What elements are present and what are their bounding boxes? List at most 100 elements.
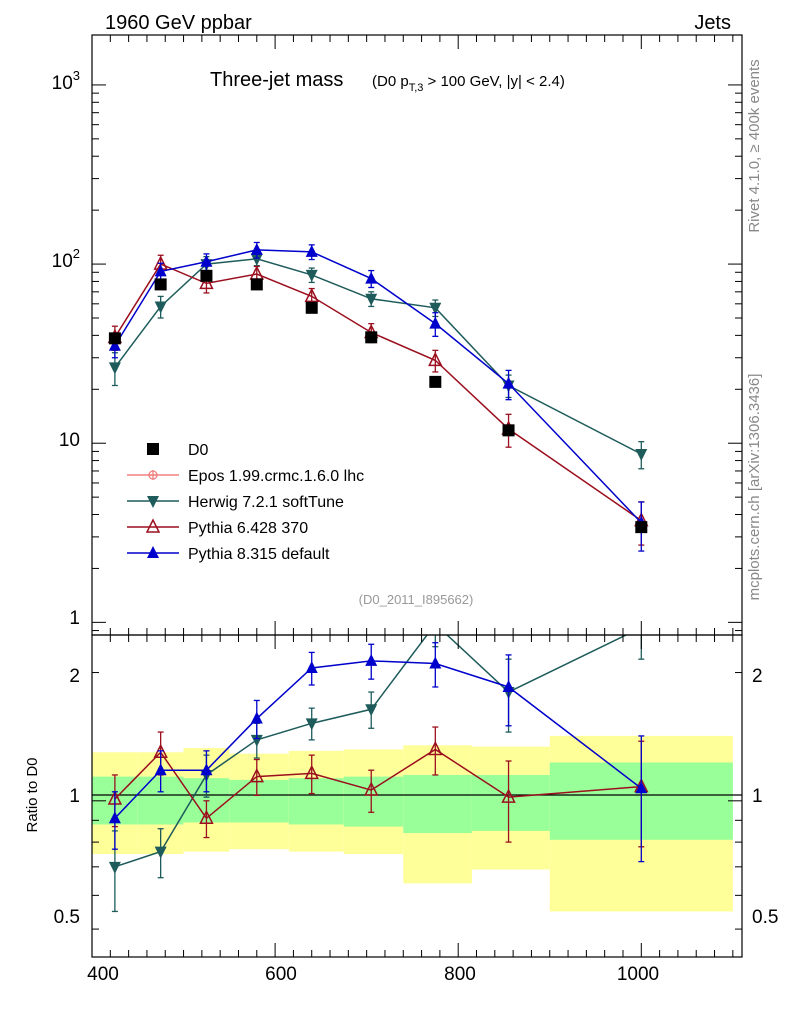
data-point-pythia6 xyxy=(428,351,443,367)
data-point-d0 xyxy=(635,521,648,534)
data-point-herwig xyxy=(305,269,318,282)
data-point-herwig xyxy=(108,362,121,375)
xtick-label-400: 400 xyxy=(87,964,119,985)
ratio-ytick-label-0.5: 0.5 xyxy=(54,907,80,928)
data-point-pythia6 xyxy=(304,287,319,303)
data-point-herwig xyxy=(365,293,378,306)
data-point-pythia8 xyxy=(305,244,318,257)
data-point-d0 xyxy=(108,332,121,345)
main-ytick-label-10: 10 xyxy=(59,430,80,451)
data-point-pythia6 xyxy=(199,809,214,825)
data-point-pythia8 xyxy=(305,660,318,673)
data-point-herwig xyxy=(429,302,442,315)
data-point-pythia8 xyxy=(200,254,213,267)
ratio-ytick-label-2-right: 2 xyxy=(752,666,763,687)
legend-label: D0 xyxy=(188,442,209,459)
ratio-frame xyxy=(91,634,743,958)
ratio-series xyxy=(107,635,649,913)
mcplots-label: mcplots.cern.ch [arXiv:1306.3436] xyxy=(746,374,763,601)
legend-marker-pythia6 xyxy=(145,518,161,533)
band-inner xyxy=(403,774,472,834)
data-point-pythia8 xyxy=(154,264,167,277)
data-point-herwig xyxy=(250,253,263,266)
data-point-pythia6 xyxy=(304,764,319,780)
main-ytick-label-100-base: 10 xyxy=(52,251,73,272)
data-point-pythia6 xyxy=(249,767,265,783)
data-point-pythia8 xyxy=(108,811,121,824)
band-inner xyxy=(288,778,344,825)
main-series xyxy=(107,241,649,552)
data-point-d0 xyxy=(154,278,167,291)
data-point-d0 xyxy=(365,331,378,344)
data-point-pythia8 xyxy=(365,653,378,666)
data-point-pythia8 xyxy=(502,679,515,692)
data-point-pythia8 xyxy=(502,376,515,389)
main-series-clipped xyxy=(107,241,649,552)
xtick-label-800: 800 xyxy=(444,964,476,985)
main-panel: Three-jet mass (D0 pT,3 > 100 GeV, |y| <… xyxy=(52,34,743,636)
main-frame xyxy=(91,34,743,636)
series-herwig xyxy=(108,251,648,470)
ratio-panel: 0.5 1 2 0.5 1 2 Ratio to D0 400 600 800 … xyxy=(24,634,778,985)
legend-item-epos: Epos 1.99.crmc.1.6.0 lhc xyxy=(127,468,364,485)
main-ytick-label-1: 1 xyxy=(69,608,80,629)
ratio-ytick-label-0.5-right: 0.5 xyxy=(752,907,778,928)
legend-label: Epos 1.99.crmc.1.6.0 lhc xyxy=(188,468,364,485)
legend-marker-d0 xyxy=(147,443,159,455)
main-ticks xyxy=(91,35,742,635)
plot-title-sub: (D0 pT,3 > 100 GeV, |y| < 2.4) xyxy=(372,73,565,94)
main-ytick-label-100-exp: 2 xyxy=(73,246,80,261)
legend-item-pythia8: Pythia 8.315 default xyxy=(127,546,330,563)
legend-marker-herwig xyxy=(147,496,159,508)
data-point-d0 xyxy=(429,375,442,388)
legend-marker-epos xyxy=(148,470,158,480)
data-point-pythia6 xyxy=(428,740,443,756)
legend-label: Pythia 6.428 370 xyxy=(188,520,308,537)
series-d0 xyxy=(108,269,648,534)
data-point-pythia8 xyxy=(108,338,121,351)
ratio-ytick-label-1: 1 xyxy=(69,786,80,807)
ratio-ylabel: Ratio to D0 xyxy=(24,757,41,832)
series-pythia8 xyxy=(108,642,648,863)
legend-label: Herwig 7.2.1 softTune xyxy=(188,494,344,511)
data-point-d0 xyxy=(250,278,263,291)
data-point-pythia8 xyxy=(429,316,442,329)
analysis-id: (D0_2011_I895662) xyxy=(359,592,474,607)
legend-marker-pythia8 xyxy=(147,546,159,558)
ratio-ytick-label-2: 2 xyxy=(69,666,80,687)
data-point-d0 xyxy=(200,269,213,282)
data-point-herwig xyxy=(108,861,121,874)
data-point-pythia8 xyxy=(250,711,263,724)
legend-item-pythia6: Pythia 6.428 370 xyxy=(127,518,308,537)
xtick-label-600: 600 xyxy=(265,964,297,985)
data-point-d0 xyxy=(502,424,515,437)
data-point-herwig xyxy=(365,704,378,717)
band-inner xyxy=(229,779,289,823)
plot-title-sub-post: > 100 GeV, |y| < 2.4) xyxy=(423,73,565,90)
legend-label: Pythia 8.315 default xyxy=(188,546,330,563)
beam-label: 1960 GeV ppbar xyxy=(105,12,252,34)
data-point-pythia8 xyxy=(365,271,378,284)
rivet-label: Rivet 4.1.0, ≥ 400k events xyxy=(746,59,763,232)
ratio-uncertainty-bands xyxy=(92,735,733,912)
data-point-pythia8 xyxy=(154,763,167,776)
data-point-pythia8 xyxy=(429,656,442,669)
data-point-d0 xyxy=(305,301,318,314)
data-point-herwig xyxy=(635,449,648,462)
xtick-label-1000: 1000 xyxy=(617,964,659,985)
main-ytick-label-100: 102 xyxy=(52,246,80,272)
series-line-herwig xyxy=(114,258,642,455)
plot-title-sub-subscript: T,3 xyxy=(409,82,424,94)
ratio-ticks xyxy=(91,635,742,957)
data-point-pythia6 xyxy=(501,788,516,803)
plot-title-main: Three-jet mass xyxy=(210,69,343,91)
data-point-herwig xyxy=(305,718,318,731)
series-pythia6 xyxy=(107,726,649,848)
main-ytick-label-1000-base: 10 xyxy=(52,73,73,94)
data-point-pythia6 xyxy=(199,274,214,290)
data-point-pythia8 xyxy=(200,763,213,776)
data-point-pythia8 xyxy=(635,781,648,794)
data-point-herwig xyxy=(154,301,167,314)
data-point-herwig xyxy=(154,846,167,859)
